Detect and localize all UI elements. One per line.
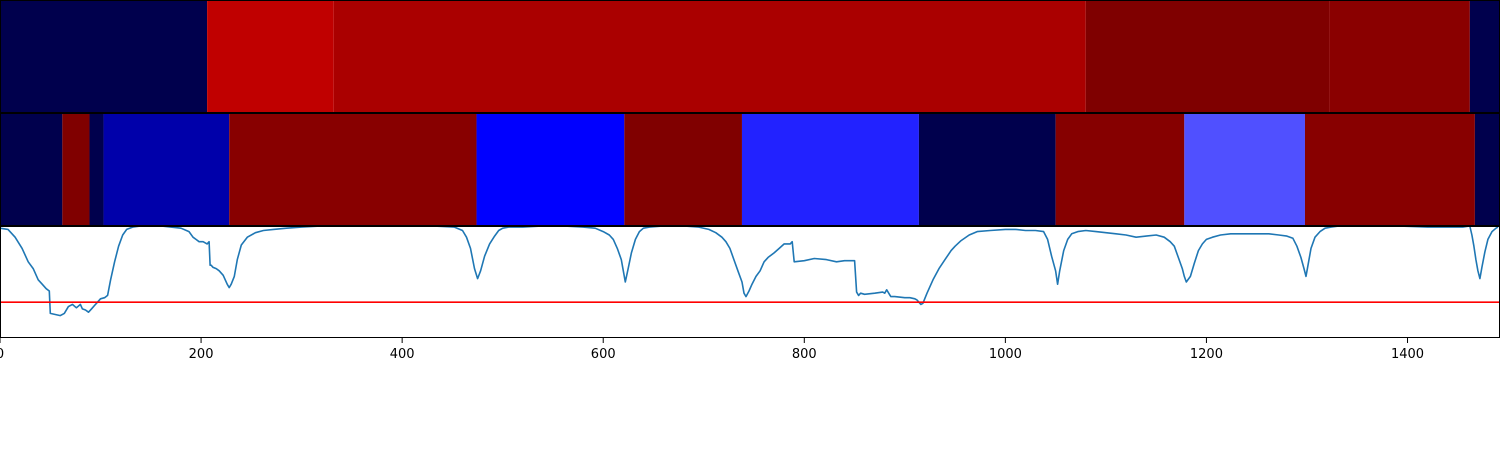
middle-band-segment-12 [1474, 114, 1498, 225]
middle-band-segment-10 [1184, 114, 1305, 225]
top-band-segment-0 [0, 1, 208, 112]
top-band-segment-1 [207, 1, 334, 112]
middle-band-segment-11 [1304, 114, 1475, 225]
x-tick-label-600: 600 [591, 347, 616, 362]
middle-band-segment-1 [62, 114, 90, 225]
x-tick-label-800: 800 [792, 347, 817, 362]
top-band-segment-4 [1329, 1, 1470, 112]
x-axis: 0 200 400 600 800 1000 1200 1400 [0, 338, 1424, 362]
top-band-segment-2 [333, 1, 1086, 112]
top-band-segment-3 [1085, 1, 1330, 112]
middle-band-segment-3 [103, 114, 230, 225]
middle-band-segment-7 [741, 114, 919, 225]
line-layer [0, 225, 1500, 317]
middle-band-segment-0 [0, 114, 63, 225]
middle-band-segment-6 [624, 114, 742, 225]
series-line [0, 225, 1499, 317]
middle-band-segment-4 [229, 114, 477, 225]
x-tick-label-1200: 1200 [1190, 347, 1223, 362]
x-tick-label-1000: 1000 [989, 347, 1022, 362]
bottom-plot-background [0, 226, 1500, 338]
top-band-segment-5 [1469, 1, 1498, 112]
middle-band-segment-9 [1055, 114, 1185, 225]
middle-band-segment-2 [89, 114, 104, 225]
x-tick-label-0: 0 [0, 347, 4, 362]
top-heatmap-band [0, 1, 1500, 112]
x-tick-label-200: 200 [189, 347, 214, 362]
x-tick-label-1400: 1400 [1391, 347, 1424, 362]
middle-heatmap-band [0, 114, 1500, 225]
x-tick-label-400: 400 [390, 347, 415, 362]
middle-band-segment-5 [476, 114, 625, 225]
bottom-line-plot [0, 225, 1500, 338]
middle-band-segment-8 [918, 114, 1056, 225]
